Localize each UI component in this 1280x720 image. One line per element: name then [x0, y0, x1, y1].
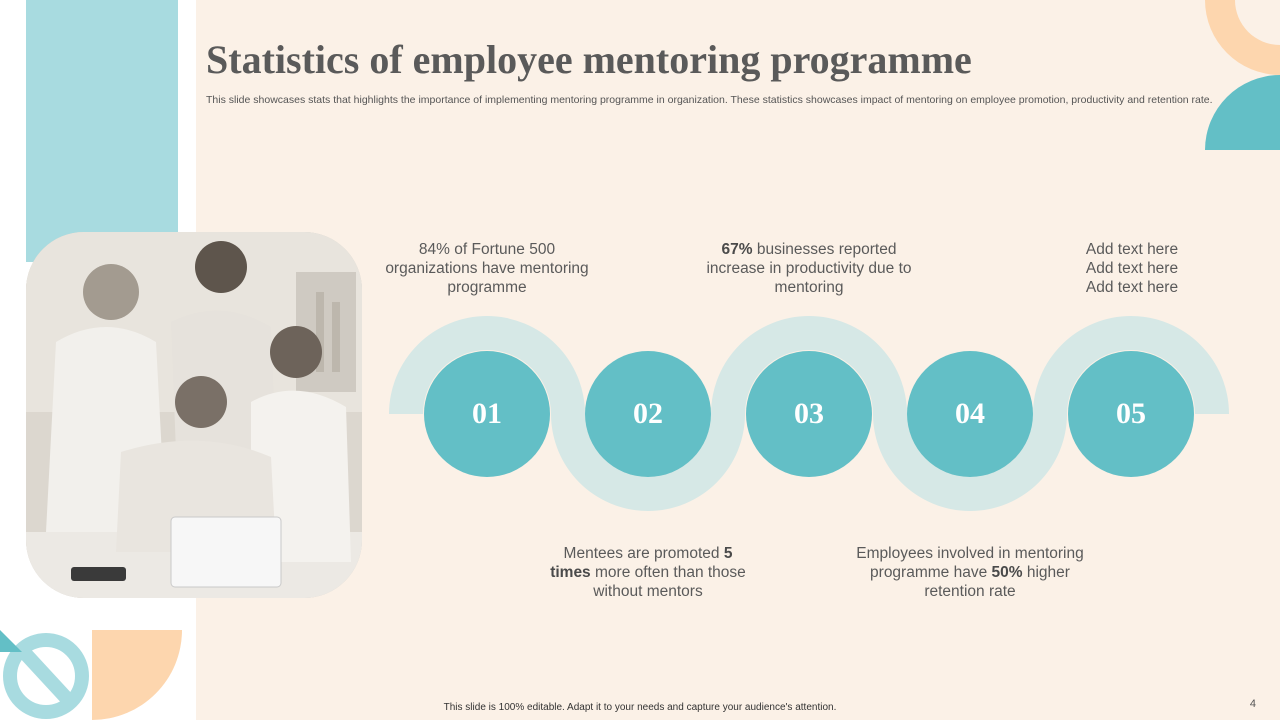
- decorative-shapes-top-right: [1205, 0, 1280, 150]
- step-text-03: 67% businesses reported increase in prod…: [706, 241, 912, 296]
- step-circle-05: 05: [1068, 351, 1194, 477]
- step-text-04: Employees involved in mentoring programm…: [856, 545, 1084, 600]
- decorative-band: [26, 0, 178, 262]
- page-number: 4: [1249, 698, 1256, 710]
- decorative-shapes-bottom-left: [0, 630, 182, 720]
- page-subtitle: This slide showcases stats that highligh…: [206, 94, 1213, 106]
- page-title: Statistics of employee mentoring program…: [206, 37, 972, 82]
- footer-note: This slide is 100% editable. Adapt it to…: [443, 702, 837, 713]
- step-circle-01: 01: [424, 351, 550, 477]
- step-circle-04: 04: [907, 351, 1033, 477]
- step-text-01: 84% of Fortune 500 organizations have me…: [385, 241, 589, 296]
- wave-arc-5: [1033, 316, 1229, 414]
- wave-arc-1: [389, 316, 585, 414]
- wave-arc-4: [873, 414, 1067, 511]
- wave-arc-3: [711, 316, 907, 414]
- step-text-05: Add text here Add text here Add text her…: [1085, 241, 1179, 296]
- wave-arc-2: [551, 414, 745, 511]
- step-circle-02: 02: [585, 351, 711, 477]
- step-circle-03: 03: [746, 351, 872, 477]
- step-text-02: Mentees are promoted 5 times more often …: [550, 545, 746, 600]
- team-photo: [26, 232, 362, 598]
